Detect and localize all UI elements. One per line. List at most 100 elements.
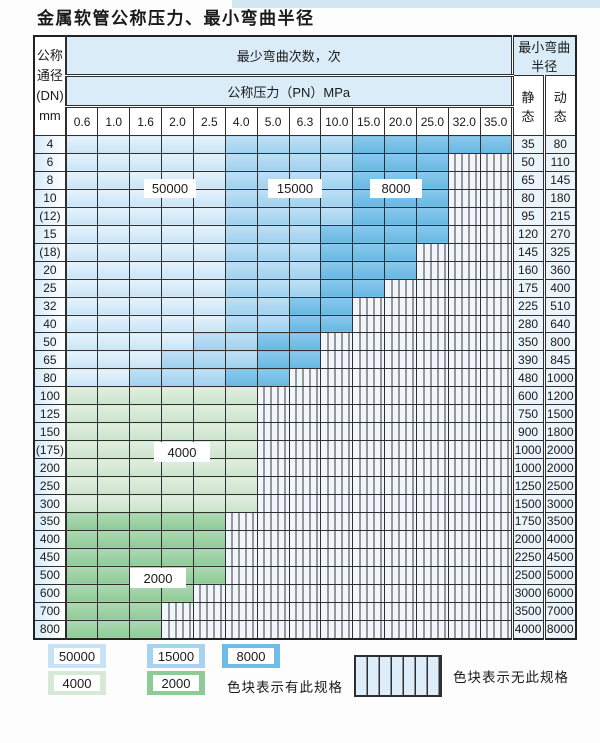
cell-50000 xyxy=(129,332,162,352)
cell-no-spec xyxy=(224,565,258,585)
cell-no-spec xyxy=(352,529,386,549)
cell-4000 xyxy=(65,440,99,460)
cell-4000 xyxy=(129,386,162,406)
cell-no-spec xyxy=(479,206,513,226)
cell-50000 xyxy=(97,152,131,172)
cell-no-spec xyxy=(479,476,513,496)
cell-8000 xyxy=(320,296,354,316)
cell-50000 xyxy=(192,314,226,334)
cell-no-spec xyxy=(447,529,481,549)
table-row: 40 280 640 xyxy=(33,314,577,334)
cell-no-spec xyxy=(479,278,513,298)
table-row: 350 1750 3500 xyxy=(33,512,577,531)
cell-15000 xyxy=(320,152,354,172)
cell-15000 xyxy=(224,224,258,244)
static-radius-value: 95 xyxy=(510,206,545,226)
cell-2000 xyxy=(97,619,131,640)
cell-15000 xyxy=(256,135,290,154)
cell-8000 xyxy=(352,260,386,280)
legend-swatch-4000: 4000 xyxy=(48,671,106,695)
cell-4000 xyxy=(161,476,194,496)
cell-no-spec xyxy=(352,404,386,424)
cell-no-spec xyxy=(447,332,481,352)
cell-no-spec xyxy=(416,278,449,298)
cell-no-spec xyxy=(320,368,354,388)
legend-swatch-label: 8000 xyxy=(228,648,274,664)
legend-swatch-label: 50000 xyxy=(54,648,100,664)
cell-50000 xyxy=(97,278,131,298)
cell-50000 xyxy=(161,296,194,316)
cell-15000 xyxy=(288,224,322,244)
cell-no-spec xyxy=(447,565,481,585)
cell-4000 xyxy=(65,386,99,406)
dn-value: 20 xyxy=(33,260,67,280)
cell-50000 xyxy=(161,152,194,172)
cell-50000 xyxy=(97,314,131,334)
static-radius-value: 750 xyxy=(510,404,545,424)
cell-no-spec xyxy=(384,529,417,549)
dn-value: 200 xyxy=(33,458,67,478)
cell-no-spec xyxy=(320,332,354,352)
table-row: 700 3500 7000 xyxy=(33,601,577,621)
cell-no-spec xyxy=(447,404,481,424)
cell-no-spec xyxy=(447,476,481,496)
pressure-value: 32.0 xyxy=(447,106,481,136)
cell-15000 xyxy=(288,152,322,172)
pressure-value: 15.0 xyxy=(352,106,386,136)
dynamic-radius-value: 3500 xyxy=(542,512,577,531)
cell-8000 xyxy=(416,135,449,154)
cell-no-spec xyxy=(288,494,322,514)
cell-no-spec xyxy=(384,565,417,585)
cell-no-spec xyxy=(224,512,258,531)
cell-no-spec xyxy=(447,278,481,298)
static-radius-value: 350 xyxy=(510,332,545,352)
cell-no-spec xyxy=(447,260,481,280)
cell-8000 xyxy=(320,260,354,280)
dynamic-radius-value: 2000 xyxy=(542,458,577,478)
cell-no-spec xyxy=(416,242,449,262)
pressure-value: 4.0 xyxy=(224,106,258,136)
cell-no-spec xyxy=(384,350,417,370)
cell-8000 xyxy=(224,368,258,388)
dn-value: 32 xyxy=(33,296,67,316)
cell-no-spec xyxy=(479,350,513,370)
cell-2000 xyxy=(97,583,131,603)
static-radius-value: 160 xyxy=(510,260,545,280)
cell-50000 xyxy=(65,135,99,154)
dn-value: 300 xyxy=(33,494,67,514)
dn-value: 25 xyxy=(33,278,67,298)
cell-no-spec xyxy=(161,619,194,640)
table-row: 600 3000 6000 xyxy=(33,583,577,603)
pressure-value: 1.0 xyxy=(97,106,131,136)
static-radius-value: 3500 xyxy=(510,601,545,621)
cell-4000 xyxy=(224,404,258,424)
cell-50000 xyxy=(65,242,99,262)
pressure-value: 20.0 xyxy=(384,106,417,136)
cell-2000 xyxy=(65,529,99,549)
cell-4000 xyxy=(65,422,99,442)
cell-15000 xyxy=(224,152,258,172)
pressure-value: 35.0 xyxy=(479,106,513,136)
cell-15000 xyxy=(161,368,194,388)
cell-15000 xyxy=(224,242,258,262)
cycles-label-8000: 8000 xyxy=(370,179,422,198)
cell-2000 xyxy=(192,512,226,531)
cell-8000 xyxy=(352,135,386,154)
cell-no-spec xyxy=(416,529,449,549)
cell-4000 xyxy=(161,422,194,442)
cell-no-spec xyxy=(384,296,417,316)
cell-no-spec xyxy=(447,458,481,478)
cell-15000 xyxy=(224,260,258,280)
static-radius-value: 225 xyxy=(510,296,545,316)
cell-50000 xyxy=(97,242,131,262)
static-radius-value: 50 xyxy=(510,152,545,172)
cell-no-spec xyxy=(479,494,513,514)
dynamic-radius-value: 1800 xyxy=(542,422,577,442)
cell-no-spec xyxy=(416,547,449,567)
cell-no-spec xyxy=(352,565,386,585)
cell-no-spec xyxy=(384,332,417,352)
cell-50000 xyxy=(65,170,99,190)
cell-50000 xyxy=(65,260,99,280)
cell-no-spec xyxy=(320,565,354,585)
cell-50000 xyxy=(192,135,226,154)
